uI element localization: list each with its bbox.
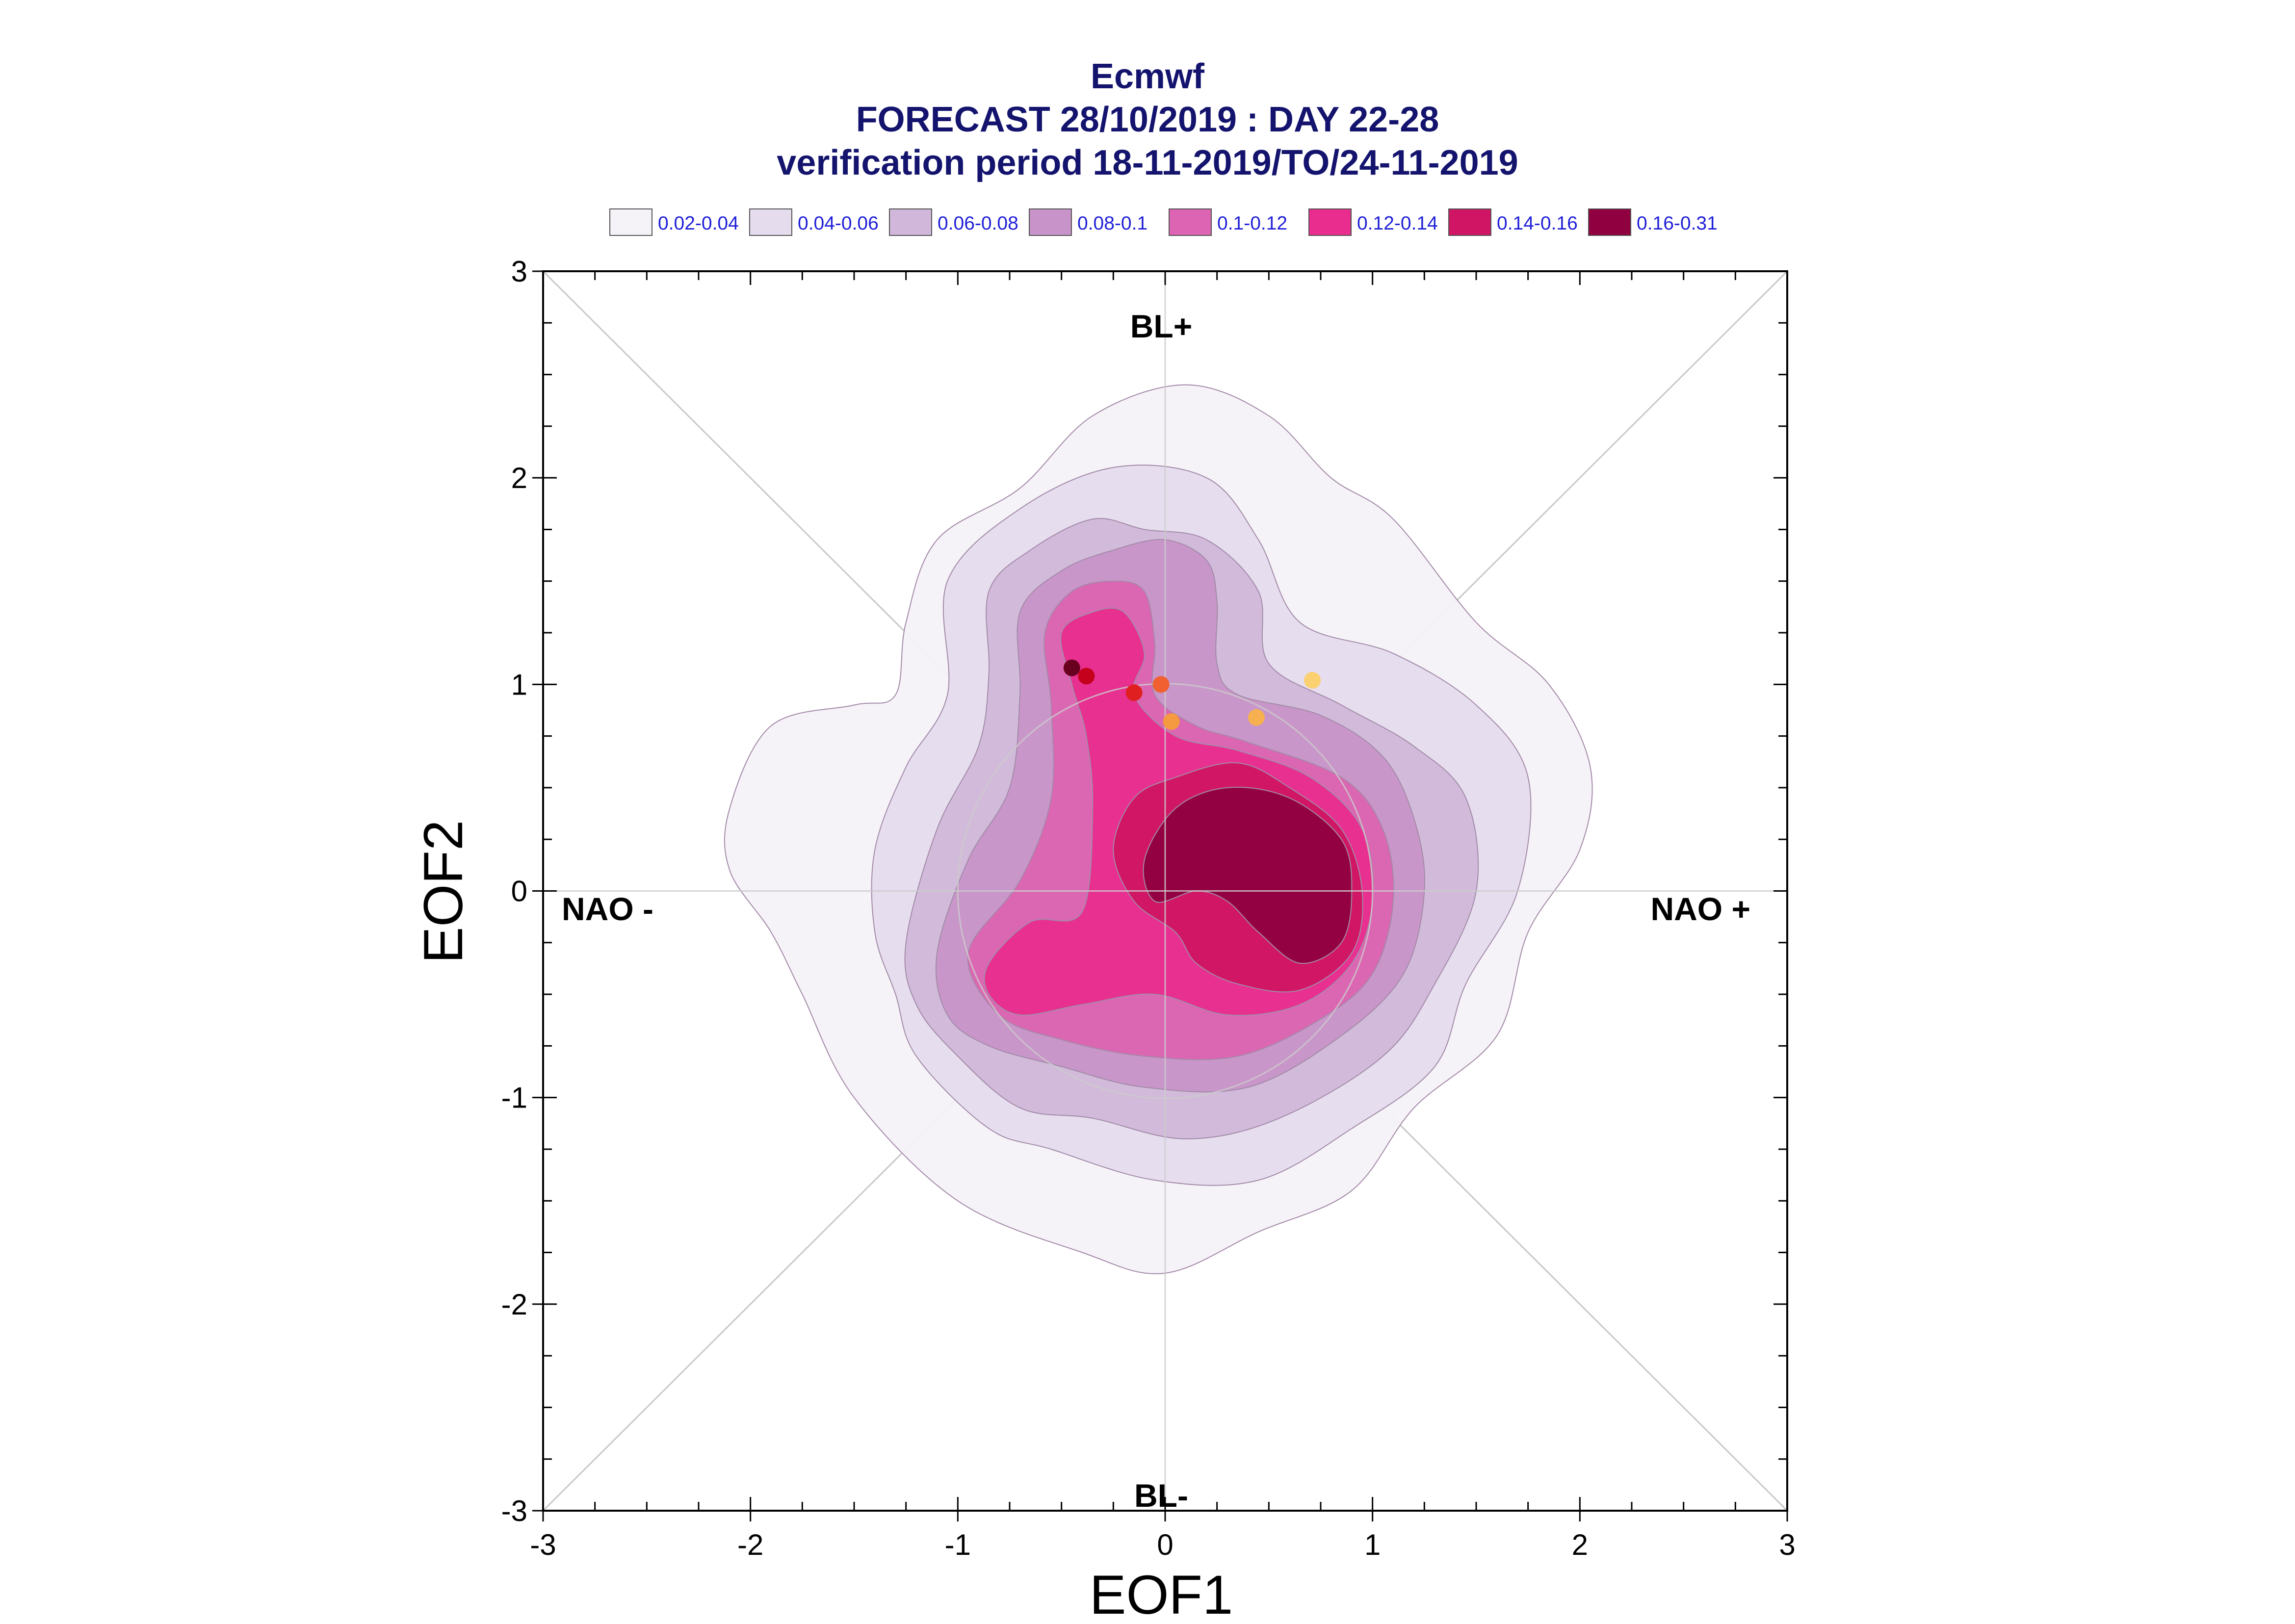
legend-swatch-5 bbox=[1308, 208, 1352, 236]
chart-title: Ecmwf FORECAST 28/10/2019 : DAY 22-28 ve… bbox=[777, 57, 1518, 182]
legend-label-6: 0.14-0.16 bbox=[1497, 213, 1578, 234]
x-tick-label: -2 bbox=[737, 1528, 763, 1561]
legend-label-3: 0.08-0.1 bbox=[1077, 213, 1148, 234]
legend-swatch-2 bbox=[889, 208, 932, 236]
trajectory-point-3 bbox=[1152, 676, 1170, 693]
x-tick-label: 0 bbox=[1157, 1528, 1173, 1561]
legend: 0.02-0.04 0.04-0.06 0.06-0.08 0.08-0.1 0.1-0… bbox=[609, 208, 1718, 236]
legend-label-2: 0.06-0.08 bbox=[938, 213, 1018, 234]
legend-swatch-7 bbox=[1588, 208, 1631, 236]
region-label-nao-plus: NAO + bbox=[1650, 891, 1750, 927]
x-tick-label: 3 bbox=[1779, 1528, 1795, 1561]
legend-label-4: 0.1-0.12 bbox=[1217, 213, 1287, 234]
legend-swatch-0 bbox=[609, 208, 652, 236]
legend-swatch-4 bbox=[1169, 208, 1212, 236]
trajectory-point-5 bbox=[1248, 709, 1265, 726]
legend-swatch-6 bbox=[1448, 208, 1491, 236]
legend-label-1: 0.04-0.06 bbox=[798, 213, 879, 234]
legend-swatch-3 bbox=[1029, 208, 1072, 236]
title-line-1: Ecmwf bbox=[1091, 57, 1205, 96]
y-axis-title: EOF2 bbox=[413, 820, 474, 964]
plot-area bbox=[542, 270, 1788, 1512]
title-line-3: verification period 18-11-2019/TO/24-11-… bbox=[777, 143, 1518, 182]
legend-label-0: 0.02-0.04 bbox=[658, 213, 739, 234]
y-tick-label: -1 bbox=[501, 1082, 527, 1114]
x-tick-label: -1 bbox=[945, 1528, 971, 1561]
region-label-bl-minus: BL- bbox=[1134, 1477, 1188, 1514]
y-tick-label: -2 bbox=[501, 1288, 527, 1321]
legend-label-7: 0.16-0.31 bbox=[1637, 213, 1718, 234]
trajectory-point-2 bbox=[1125, 684, 1143, 701]
y-tick-label: 1 bbox=[511, 668, 527, 701]
x-tick-label: -3 bbox=[530, 1528, 556, 1561]
y-tick-label: 0 bbox=[511, 875, 527, 908]
region-label-bl-plus: BL+ bbox=[1130, 308, 1193, 344]
legend-swatch-1 bbox=[749, 208, 792, 236]
x-axis-title: EOF1 bbox=[1090, 1564, 1233, 1624]
region-labels: BL+ BL- NAO - NAO + bbox=[562, 308, 1750, 1514]
region-label-nao-minus: NAO - bbox=[562, 891, 653, 927]
legend-label-5: 0.12-0.14 bbox=[1357, 213, 1438, 234]
y-tick-label: 2 bbox=[511, 462, 527, 494]
title-line-2: FORECAST 28/10/2019 : DAY 22-28 bbox=[856, 100, 1439, 139]
trajectory-point-6 bbox=[1304, 671, 1321, 689]
x-tick-label: 2 bbox=[1572, 1528, 1588, 1561]
trajectory-point-0 bbox=[1063, 659, 1080, 676]
trajectory-point-4 bbox=[1163, 713, 1180, 730]
x-tick-label: 1 bbox=[1364, 1528, 1381, 1561]
y-tick-label: -3 bbox=[501, 1495, 527, 1527]
trajectory-point-1 bbox=[1078, 668, 1095, 685]
y-tick-label: 3 bbox=[511, 255, 527, 288]
axes: -3 -2 -1 0 1 2 3 -3 -2 -1 0 1 2 3 bbox=[501, 255, 1796, 1561]
